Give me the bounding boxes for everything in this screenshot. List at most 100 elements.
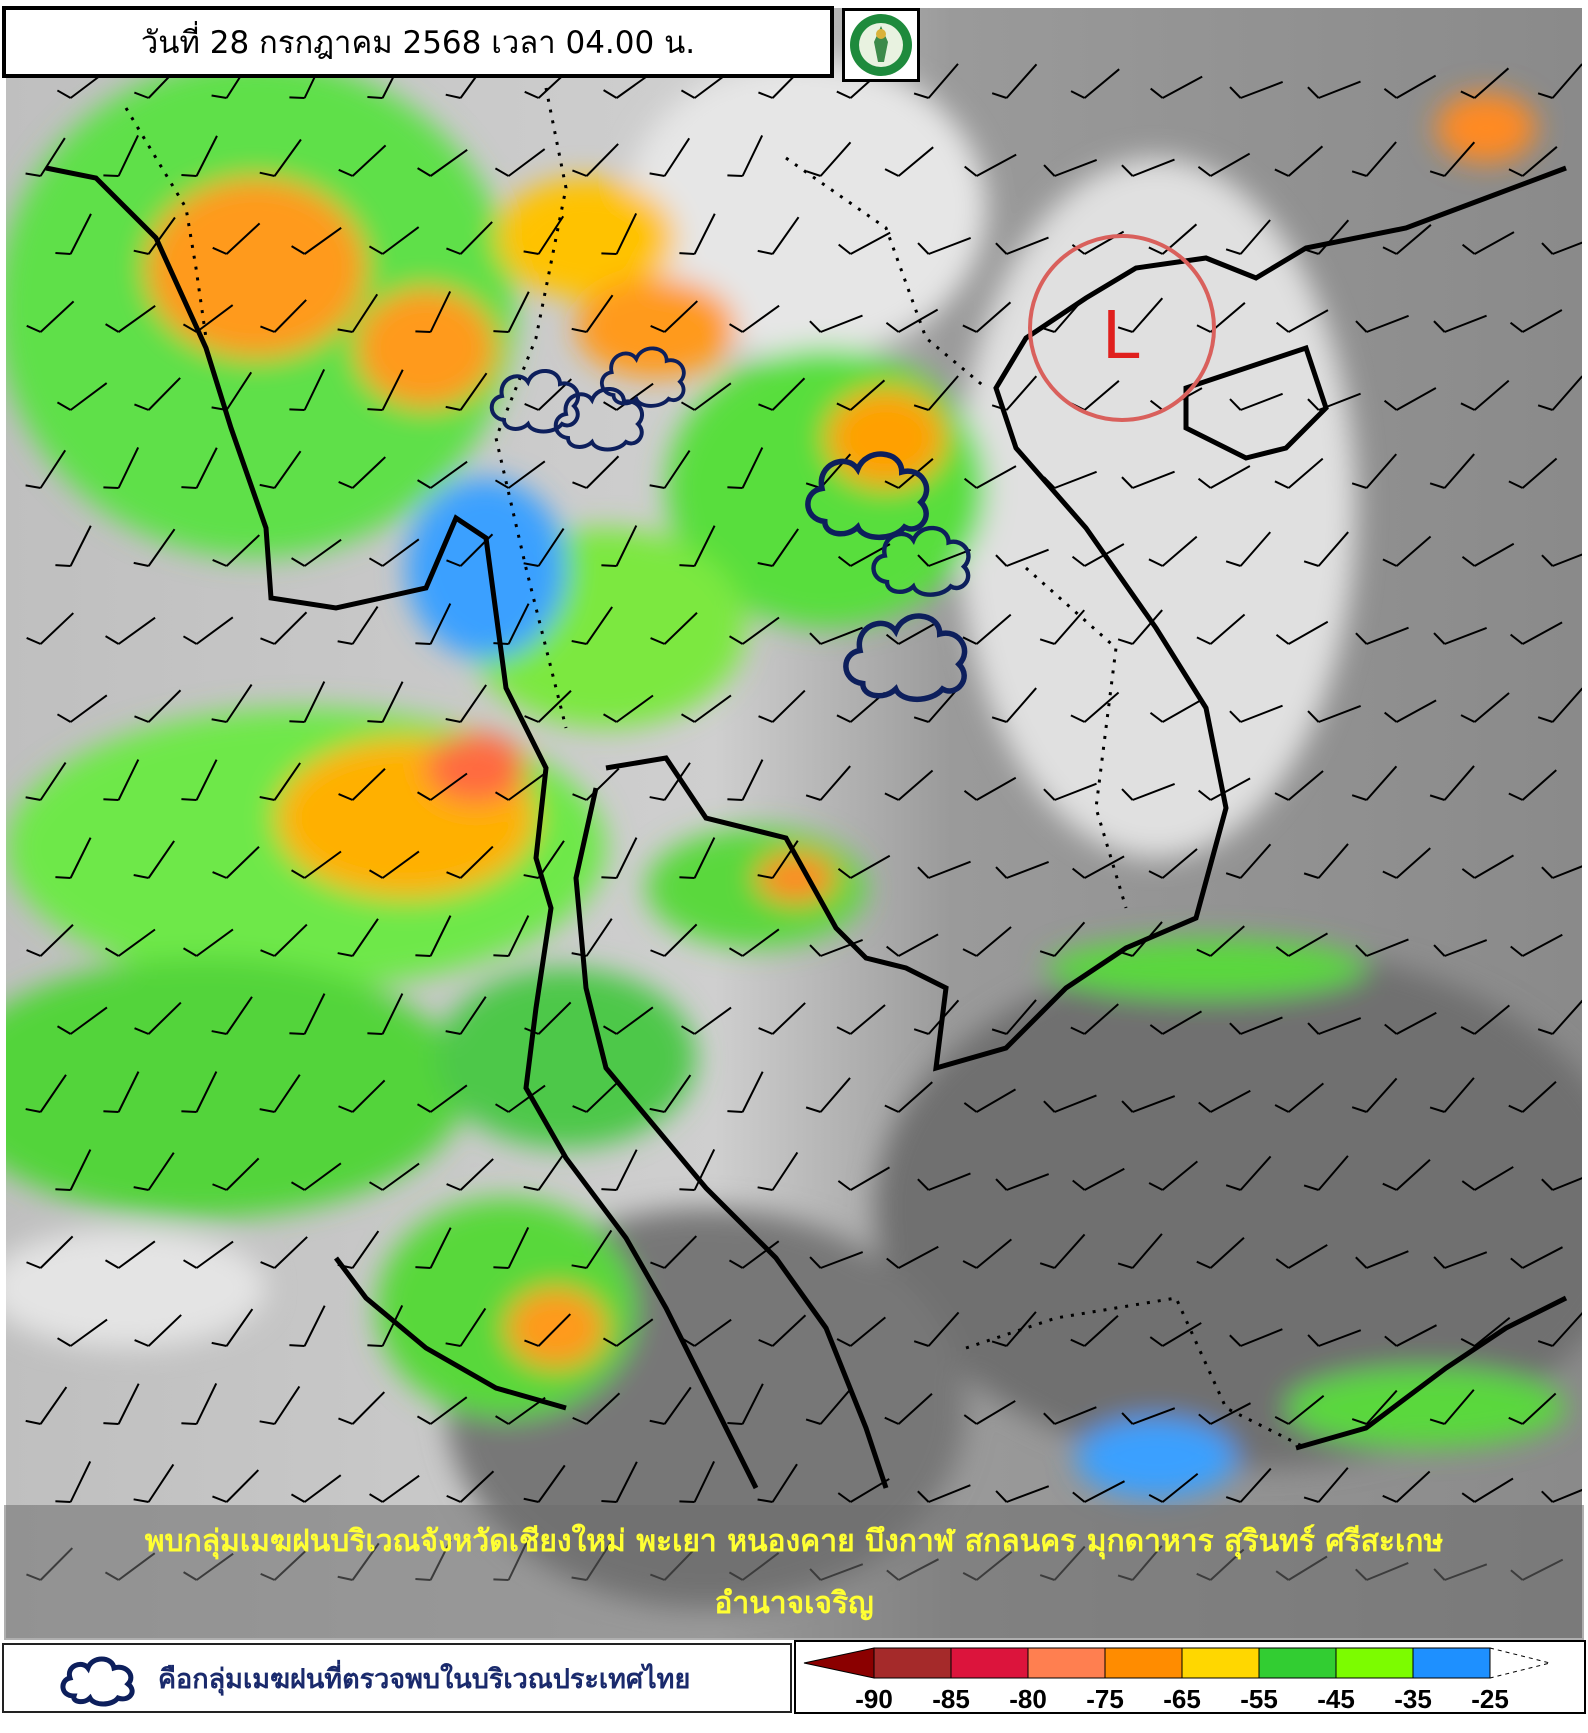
- wind-barb: [1198, 777, 1251, 801]
- wind-barb: [601, 213, 638, 255]
- wind-barb: [837, 1478, 890, 1503]
- wind-barb: [259, 762, 301, 801]
- wind-barb: [1225, 531, 1272, 567]
- wind-barb: [134, 1314, 182, 1347]
- wind-barb: [649, 137, 691, 177]
- wind-barb: [884, 146, 934, 177]
- wind-barb: [416, 1396, 468, 1425]
- wind-barb: [495, 1084, 546, 1113]
- scale-swatch: [873, 1647, 952, 1679]
- wind-barb: [494, 772, 546, 801]
- wind-barb: [103, 447, 140, 489]
- wind-barb: [1043, 1094, 1097, 1113]
- wind-barb: [728, 928, 780, 957]
- wind-barb: [1508, 457, 1558, 489]
- wind-barb: [650, 1235, 698, 1269]
- wind-barb: [1508, 769, 1557, 801]
- wind-barb: [445, 1307, 487, 1347]
- wind-barb: [1196, 613, 1246, 645]
- wind-barb: [1043, 1406, 1097, 1425]
- wind-barb: [1150, 75, 1203, 99]
- wind-barb: [757, 1463, 798, 1503]
- wind-barb: [758, 689, 806, 723]
- wind-barb: [571, 294, 614, 333]
- wind-barb: [493, 291, 530, 333]
- wind-barb: [917, 237, 972, 255]
- wind-barb: [338, 456, 386, 489]
- wind-barb: [338, 144, 387, 177]
- wind-barb: [1121, 158, 1175, 177]
- scale-swatch: [1027, 1647, 1106, 1679]
- wind-barb: [1429, 141, 1476, 177]
- wind-barb: [493, 915, 530, 957]
- wind-barb: [211, 371, 253, 411]
- wind-barb: [1383, 74, 1437, 99]
- wind-barb: [211, 996, 253, 1035]
- wind-barb: [1460, 692, 1510, 723]
- wind-barb: [963, 1088, 1017, 1113]
- wind-barb: [415, 1227, 452, 1269]
- wind-barb: [212, 222, 261, 255]
- wind-barb: [1433, 626, 1487, 645]
- wind-barb: [183, 1240, 234, 1269]
- wind-barb: [1275, 1244, 1328, 1269]
- wind-barb: [1196, 302, 1246, 333]
- wind-barb: [212, 1157, 260, 1191]
- wind-barb: [680, 694, 732, 723]
- wind-barb: [290, 1474, 342, 1503]
- wind-barb: [289, 369, 326, 411]
- wind-barb: [1039, 609, 1086, 645]
- wind-barb: [1149, 1322, 1202, 1347]
- wind-barb: [134, 1001, 182, 1035]
- low-pressure-circle: [1028, 234, 1216, 422]
- wind-barb: [291, 226, 342, 255]
- wind-barb: [995, 1173, 1050, 1191]
- wind-barb: [524, 1001, 572, 1035]
- scale-tick-label: -55: [1240, 1684, 1278, 1712]
- date-time-header: วันที่ 28 กรกฎาคม 2568 เวลา 04.00 น.: [2, 6, 834, 78]
- wind-barb: [1307, 704, 1361, 723]
- wind-barb: [991, 1311, 1037, 1347]
- wind-barb: [1460, 67, 1510, 99]
- wind-barb: [572, 455, 620, 489]
- wind-barb: [884, 1393, 933, 1425]
- wind-barb: [1121, 1407, 1176, 1425]
- wind-barb: [1351, 1077, 1398, 1113]
- wind-barb: [991, 999, 1037, 1035]
- wind-barb: [650, 612, 698, 645]
- wind-barb: [493, 603, 530, 645]
- header-title: วันที่ 28 กรกฎาคม 2568 เวลา 04.00 น.: [140, 25, 696, 61]
- wind-barb: [181, 1383, 218, 1425]
- scale-tick-label: -80: [1009, 1684, 1047, 1712]
- wind-barb: [1460, 379, 1510, 411]
- wind-barb: [1382, 535, 1432, 567]
- wind-barb: [1070, 691, 1120, 723]
- wind-barb: [1508, 1392, 1557, 1425]
- wind-barb: [1355, 626, 1409, 645]
- wind-barb: [727, 1383, 764, 1425]
- wind-barb: [1274, 1082, 1324, 1113]
- coastlines: [45, 165, 1568, 1490]
- wind-barb: [728, 1240, 780, 1269]
- wind-barb: [1196, 925, 1245, 957]
- banner-line-1: พบกลุ่มเมฆฝนบริเวณจังหวัดเชียงใหม่ พะเยา…: [144, 1523, 1444, 1559]
- wind-barb: [181, 447, 218, 489]
- wind-barb: [917, 860, 971, 879]
- wind-barb: [681, 1318, 732, 1347]
- wind-barb: [260, 611, 308, 645]
- wind-barb: [1461, 1477, 1514, 1503]
- wind-barb: [805, 141, 852, 177]
- wind-barb: [1303, 531, 1349, 567]
- cloud-legend-text: คือกลุ่มเมฆฝนที่ตรวจพบในบริเวณประเทศไทย: [158, 1663, 691, 1695]
- wind-barb: [1275, 932, 1329, 957]
- wind-barb: [1508, 1081, 1557, 1113]
- wind-barb: [55, 525, 92, 567]
- tmd-seal-icon: [850, 14, 912, 76]
- temperature-color-scale: -90 -85 -80 -75 -65 -55 -45 -35 -25: [794, 1640, 1586, 1714]
- wind-barb: [571, 606, 613, 645]
- wind-barb: [1275, 309, 1329, 333]
- banner-line-2: อำนาจเจริญ: [714, 1585, 874, 1621]
- wind-barb: [415, 603, 452, 645]
- wind-barb: [1461, 231, 1515, 255]
- wind-barb: [1355, 1250, 1409, 1269]
